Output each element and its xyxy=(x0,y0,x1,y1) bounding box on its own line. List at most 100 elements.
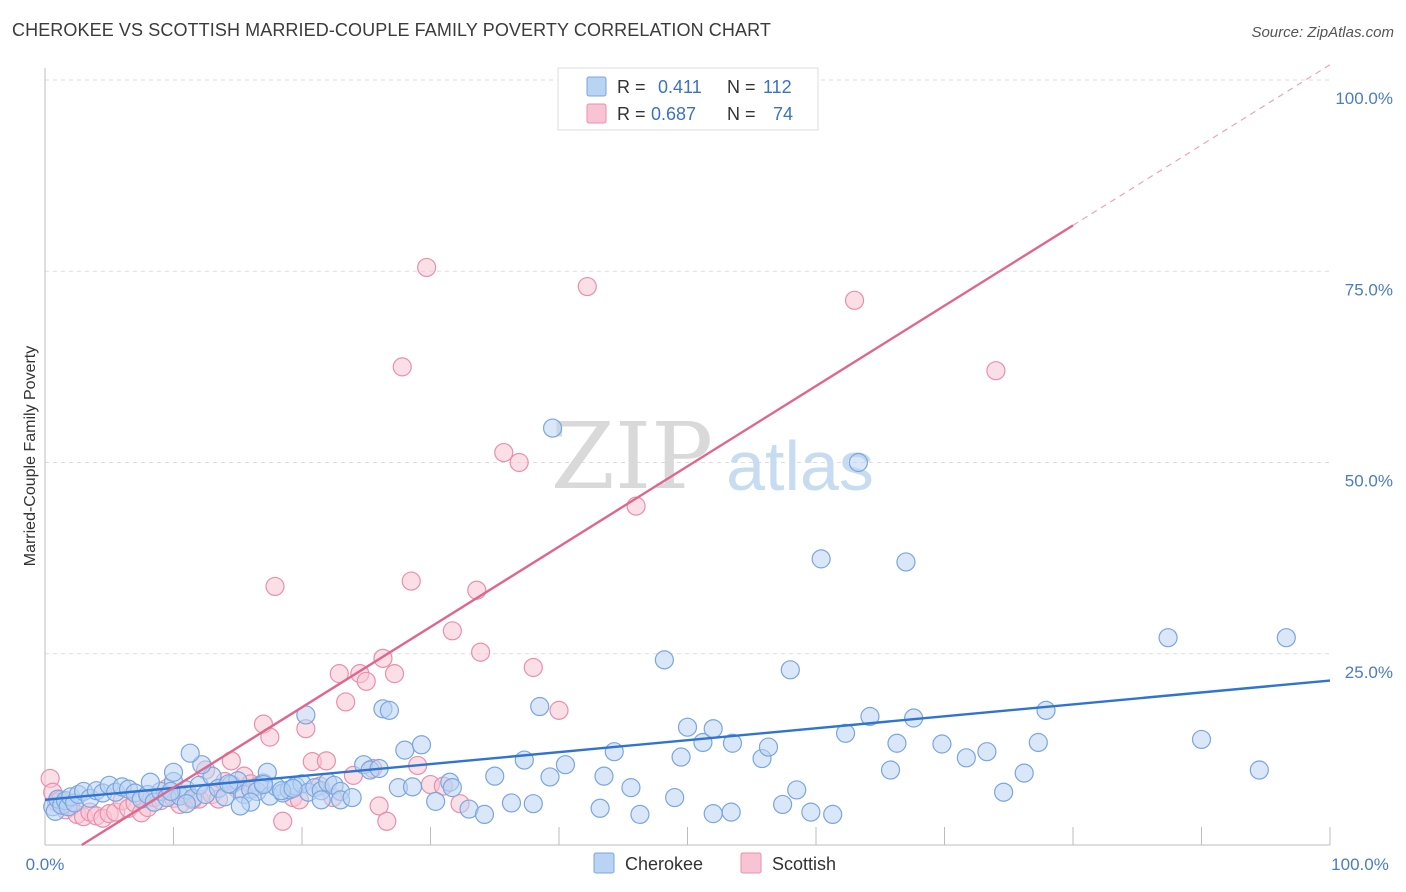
cherokee-point xyxy=(1158,628,1178,648)
cherokee-point xyxy=(542,418,563,438)
x-tick-label-min: 0.0% xyxy=(26,855,65,874)
cherokee-point xyxy=(395,740,415,760)
cherokee-point xyxy=(665,787,685,808)
cherokee-point xyxy=(283,778,303,798)
source-credit: Source: ZipAtlas.com xyxy=(1251,24,1394,41)
scottish-point xyxy=(392,357,412,377)
cherokee-point xyxy=(703,804,723,824)
cherokee-point xyxy=(1191,729,1212,750)
gridlines xyxy=(45,79,1330,655)
y-tick-label: 100.0% xyxy=(1335,89,1393,108)
trend-lines xyxy=(44,64,1331,847)
scottish-point xyxy=(417,257,437,278)
legend-scottish-label: Scottish xyxy=(772,854,836,874)
cherokee-point xyxy=(994,782,1014,802)
y-tick-label: 75.0% xyxy=(1345,280,1393,299)
cherokee-point xyxy=(1036,700,1056,720)
scottish-trend-line xyxy=(81,224,1074,847)
cherokee-n-label: N = xyxy=(727,77,756,97)
cherokee-point xyxy=(176,794,196,814)
cherokee-point xyxy=(379,700,399,720)
scottish-point xyxy=(384,664,405,684)
cherokee-point xyxy=(630,804,650,825)
series-legend: Cherokee Scottish xyxy=(593,852,836,874)
scottish-point xyxy=(336,692,356,712)
scottish-point xyxy=(509,452,529,473)
cherokee-point xyxy=(501,793,522,813)
scottish-point xyxy=(494,442,514,463)
cherokee-point xyxy=(956,748,976,768)
cherokee-n-value: 112 xyxy=(763,77,792,97)
cherokee-point xyxy=(880,760,901,780)
scottish-point xyxy=(265,576,285,597)
cherokee-point xyxy=(654,650,674,670)
cherokee-r-value: 0.411 xyxy=(658,77,702,97)
scottish-point xyxy=(467,580,487,600)
scottish-point xyxy=(523,657,543,678)
cherokee-point xyxy=(530,696,550,717)
y-tick-labels: 25.0% 50.0% 75.0% 100.0% xyxy=(1335,89,1393,682)
y-tick-label: 50.0% xyxy=(1345,472,1393,491)
legend-scottish-icon xyxy=(740,852,762,874)
cherokee-point xyxy=(1276,628,1296,648)
cherokee-point xyxy=(801,802,821,822)
cherokee-point xyxy=(555,755,576,775)
cherokee-point xyxy=(671,747,691,767)
cherokee-point xyxy=(896,552,916,572)
scottish-point xyxy=(549,700,569,720)
cherokee-point xyxy=(758,737,779,757)
y-axis-label: Married-Couple Family Poverty xyxy=(22,346,39,567)
stats-legend-box: R = 0.411 N = 112 R = 0.687 N = 74 xyxy=(557,67,819,131)
cherokee-point xyxy=(485,766,505,786)
scottish-n-value: 74 xyxy=(773,104,793,124)
cherokee-point xyxy=(621,778,641,798)
cherokee-point xyxy=(342,787,362,808)
cherokee-point xyxy=(230,796,250,816)
x-tick-label-max: 100.0% xyxy=(1331,855,1389,874)
cherokee-point xyxy=(823,804,843,825)
scottish-r-value: 0.687 xyxy=(651,104,696,124)
cherokee-point xyxy=(540,767,560,787)
scottish-swatch-icon xyxy=(586,103,607,124)
scottish-points xyxy=(40,257,1006,831)
chart-title: CHEROKEE VS SCOTTISH MARRIED-COUPLE FAMI… xyxy=(12,20,771,40)
cherokee-point xyxy=(590,798,610,818)
scottish-r-label: R = xyxy=(617,104,646,124)
scottish-point xyxy=(356,671,376,691)
legend-cherokee-icon xyxy=(593,852,615,874)
cherokee-point xyxy=(411,735,432,755)
scottish-point xyxy=(401,571,421,591)
cherokee-trend-line xyxy=(44,679,1331,802)
cherokee-point xyxy=(860,706,880,727)
cherokee-point xyxy=(787,780,807,800)
cherokee-point xyxy=(1249,760,1269,780)
cherokee-point xyxy=(1028,732,1048,753)
scottish-point xyxy=(844,290,865,310)
cherokee-point xyxy=(402,777,423,797)
cherokee-point xyxy=(835,723,856,743)
cherokee-r-label: R = xyxy=(617,77,646,97)
x-axis-ticks xyxy=(44,827,1331,845)
zipatlas-watermark: ZIP atlas xyxy=(551,403,874,510)
scottish-point xyxy=(577,276,597,297)
cherokee-point xyxy=(780,660,800,680)
scottish-point xyxy=(442,621,462,641)
cherokee-point xyxy=(677,717,698,737)
cherokee-point xyxy=(442,778,462,798)
cherokee-point xyxy=(163,762,184,782)
scottish-point xyxy=(377,811,397,831)
y-tick-label: 25.0% xyxy=(1345,663,1393,682)
cherokee-point xyxy=(180,743,200,763)
scottish-point xyxy=(369,796,389,816)
cherokee-point xyxy=(977,742,997,762)
scottish-n-label: N = xyxy=(727,104,756,124)
cherokee-point xyxy=(722,733,743,753)
cherokee-point xyxy=(474,804,495,825)
cherokee-point xyxy=(523,794,543,814)
cherokee-point xyxy=(426,791,446,811)
scottish-point xyxy=(471,642,491,662)
legend-cherokee-label: Cherokee xyxy=(625,854,703,874)
scottish-point xyxy=(316,751,337,771)
cherokee-point xyxy=(594,766,614,786)
